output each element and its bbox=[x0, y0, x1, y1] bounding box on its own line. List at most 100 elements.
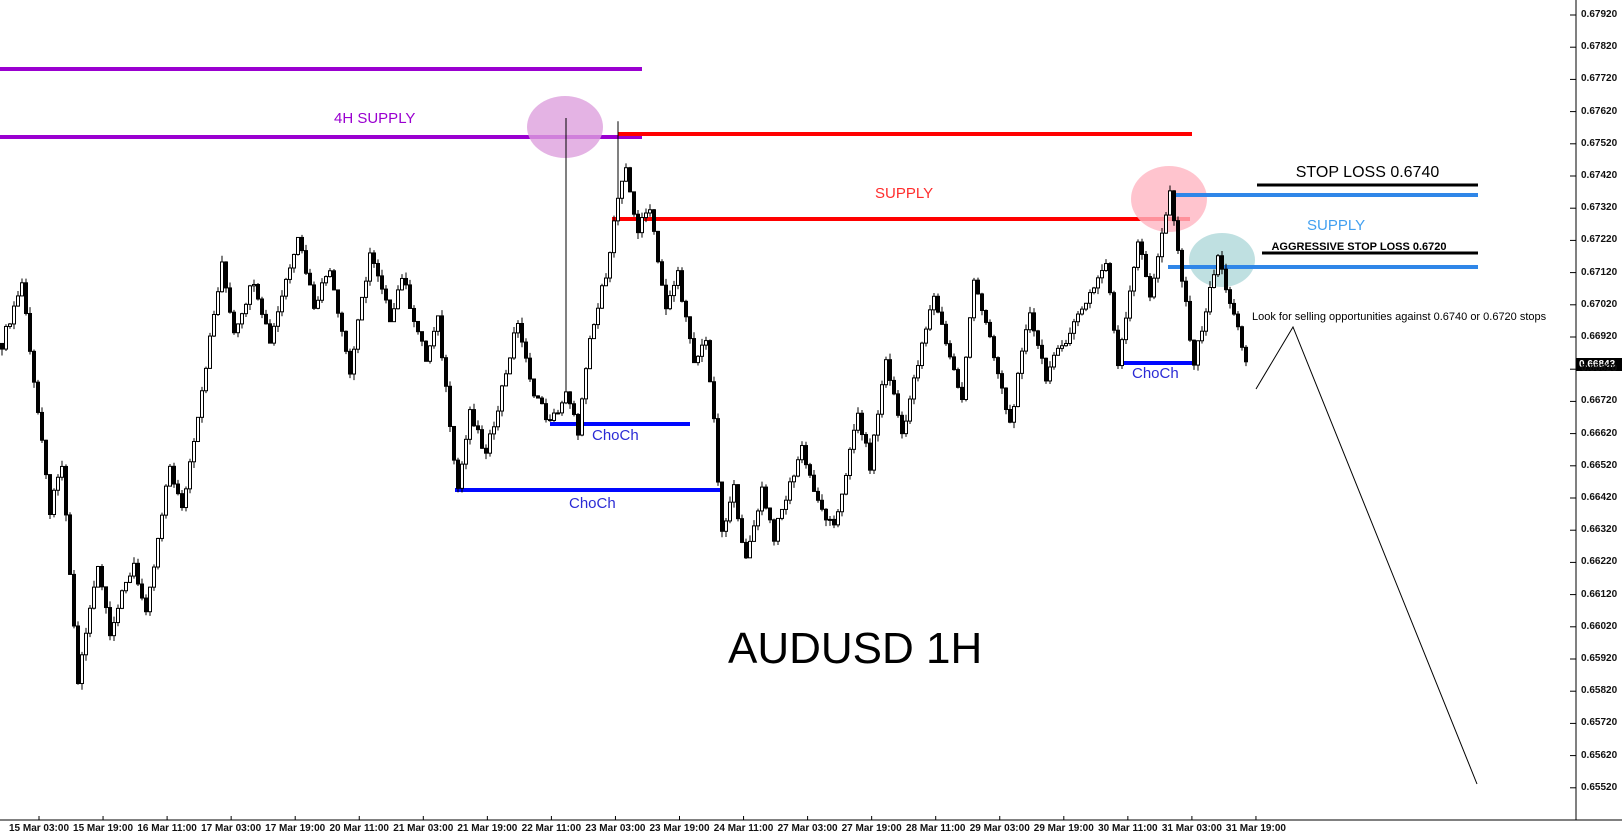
candle-bullish bbox=[56, 476, 60, 491]
time-axis-label: 15 Mar 03:00 bbox=[8, 823, 70, 834]
candle-bullish bbox=[648, 209, 652, 214]
candle-bearish bbox=[520, 322, 524, 343]
candle-bearish bbox=[532, 378, 536, 397]
choch-label-1[interactable]: ChoCh bbox=[592, 427, 639, 444]
candle-bullish bbox=[1164, 214, 1168, 234]
candle-bearish bbox=[268, 323, 272, 344]
candle-bullish bbox=[128, 575, 132, 583]
candle-bearish bbox=[896, 393, 900, 416]
time-axis-label: 21 Mar 19:00 bbox=[457, 823, 518, 834]
candle-bearish bbox=[472, 409, 476, 427]
selling-note-label[interactable]: Look for selling opportunities against 0… bbox=[1252, 311, 1547, 323]
candle-bullish bbox=[1212, 274, 1216, 288]
candle-bullish bbox=[184, 488, 188, 509]
candle-bullish bbox=[96, 566, 100, 588]
price-axis-label: 0.66920 bbox=[1581, 331, 1618, 342]
candle-bearish bbox=[1180, 249, 1184, 282]
time-axis-label: 27 Mar 03:00 bbox=[777, 823, 838, 834]
time-axis-label: 23 Mar 03:00 bbox=[585, 823, 646, 834]
candle-bullish bbox=[592, 324, 596, 340]
supply-4h-label[interactable]: 4H SUPPLY bbox=[334, 110, 416, 127]
projection-arrow[interactable] bbox=[1255, 325, 1478, 785]
time-axis-label: 21 Mar 03:00 bbox=[393, 823, 454, 834]
aggressive-stop-loss-label[interactable]: AGGRESSIVE STOP LOSS 0.6720 bbox=[1271, 241, 1447, 253]
candle-bearish bbox=[740, 518, 744, 543]
candle-bearish bbox=[484, 447, 488, 454]
candle-bullish bbox=[16, 295, 20, 307]
candle-bearish bbox=[1044, 357, 1048, 382]
candle-bullish bbox=[368, 252, 372, 282]
candle-bearish bbox=[300, 236, 304, 252]
candle-bullish bbox=[972, 279, 976, 319]
stop-loss-label[interactable]: STOP LOSS 0.6740 bbox=[1295, 164, 1440, 181]
candle-bearish bbox=[1192, 339, 1196, 366]
candle-bearish bbox=[404, 277, 408, 286]
candle-bullish bbox=[1060, 345, 1064, 349]
candle-bullish bbox=[1020, 350, 1024, 374]
candle-bearish bbox=[1000, 373, 1004, 389]
price-axis-label: 0.66620 bbox=[1581, 427, 1618, 439]
price-axis-label: 0.66120 bbox=[1581, 588, 1618, 600]
candle-bullish bbox=[296, 236, 300, 255]
candle-bullish bbox=[188, 461, 192, 490]
candle-bullish bbox=[328, 270, 332, 278]
supply-red-label[interactable]: SUPPLY bbox=[875, 185, 934, 202]
price-axis-label: 0.66020 bbox=[1581, 620, 1618, 632]
candle-bearish bbox=[1232, 302, 1236, 315]
candle-bearish bbox=[816, 490, 820, 501]
choch-label-2[interactable]: ChoCh bbox=[569, 495, 616, 512]
candle-bullish bbox=[1068, 332, 1072, 345]
candle-bullish bbox=[352, 348, 356, 375]
candle-bearish bbox=[768, 507, 772, 521]
supply-blue-label[interactable]: SUPPLY bbox=[1307, 217, 1366, 234]
candle-bullish bbox=[156, 537, 160, 568]
candle-bearish bbox=[992, 336, 996, 359]
candle-bearish bbox=[176, 483, 180, 495]
candle-bullish bbox=[512, 332, 516, 359]
candle-bearish bbox=[332, 270, 336, 291]
candle-bullish bbox=[240, 313, 244, 325]
candle-bearish bbox=[380, 275, 384, 290]
candle-bullish bbox=[880, 384, 884, 415]
candle-bullish bbox=[612, 220, 616, 254]
candle-bearish bbox=[988, 321, 992, 338]
candle-bearish bbox=[540, 397, 544, 405]
candle-bullish bbox=[560, 402, 564, 414]
candle-bearish bbox=[172, 465, 176, 485]
candle-bearish bbox=[108, 607, 112, 637]
candle-bearish bbox=[720, 481, 724, 532]
candle-bearish bbox=[1188, 300, 1192, 341]
candle-bullish bbox=[292, 253, 296, 269]
candle-bearish bbox=[1148, 276, 1152, 298]
candle-bullish bbox=[1084, 302, 1088, 310]
candle-bullish bbox=[160, 514, 164, 539]
plum-highlight-circle[interactable] bbox=[527, 96, 603, 158]
candle-bearish bbox=[1176, 220, 1180, 251]
candle-bearish bbox=[256, 283, 260, 300]
candle-bearish bbox=[572, 403, 576, 415]
candle-bullish bbox=[1024, 329, 1028, 352]
candle-bearish bbox=[456, 459, 460, 489]
candle-bearish bbox=[340, 312, 344, 332]
choch-label-3[interactable]: ChoCh bbox=[1132, 365, 1179, 382]
candle-bearish bbox=[948, 343, 952, 358]
candle-bullish bbox=[1052, 354, 1056, 368]
candle-bullish bbox=[148, 586, 152, 613]
price-axis-label: 0.67820 bbox=[1581, 41, 1618, 53]
price-axis-label: 0.66420 bbox=[1581, 492, 1618, 503]
candle-bullish bbox=[856, 412, 860, 431]
candle-bearish bbox=[628, 167, 632, 193]
price-axis-label: 0.67120 bbox=[1581, 266, 1618, 278]
candle-bearish bbox=[48, 474, 52, 515]
candle-bearish bbox=[444, 357, 448, 387]
candle-bullish bbox=[212, 313, 216, 337]
candle-bullish bbox=[496, 410, 500, 428]
candle-bearish bbox=[408, 284, 412, 309]
candle-bullish bbox=[4, 325, 8, 350]
time-axis-label: 29 Mar 19:00 bbox=[1033, 823, 1094, 834]
candle-bullish bbox=[1124, 317, 1128, 341]
candle-bullish bbox=[488, 433, 492, 454]
candle-bullish bbox=[760, 486, 764, 512]
candle-bullish bbox=[152, 566, 156, 588]
